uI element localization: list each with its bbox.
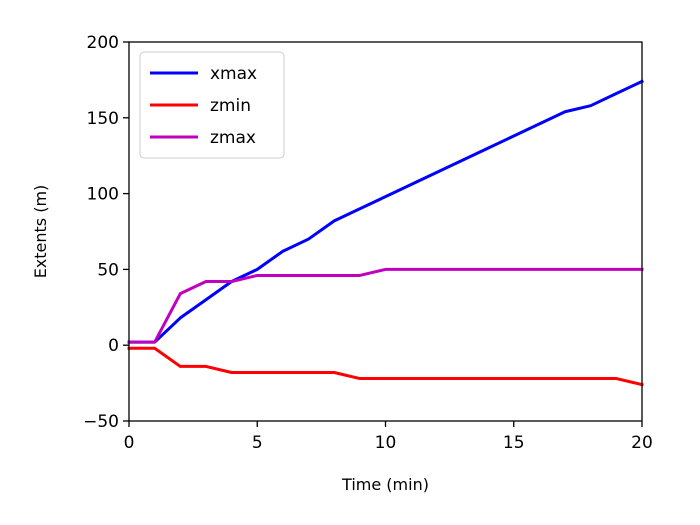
y-tick-label: 200 <box>87 33 119 53</box>
legend-label-zmin: zmin <box>210 96 251 116</box>
y-tick-label: 50 <box>97 260 119 280</box>
legend-box <box>139 51 285 159</box>
legend-entry-xmax: xmax <box>150 64 257 84</box>
x-tick-label: 0 <box>124 433 135 453</box>
series-line-zmax <box>127 267 644 344</box>
legend-entry-zmax: zmax <box>150 128 256 148</box>
y-tick-label: 100 <box>87 185 119 205</box>
x-tick-label: 20 <box>631 433 653 453</box>
x-tick-label: 10 <box>375 433 397 453</box>
y-axis-label: Extents (m) <box>31 185 50 279</box>
legend: xmax zmin zmax <box>139 51 285 159</box>
series-line-xmax <box>127 79 644 344</box>
x-tick-label: 15 <box>503 433 525 453</box>
x-axis-label: Time (min) <box>341 475 429 494</box>
y-tick-label: 150 <box>87 109 119 129</box>
x-tick-label: 5 <box>252 433 263 453</box>
series-line-zmin <box>127 346 644 387</box>
legend-label-zmax: zmax <box>210 128 256 148</box>
y-tick-label: 0 <box>108 336 119 356</box>
legend-label-xmax: xmax <box>210 64 257 84</box>
legend-entry-zmin: zmin <box>150 96 251 116</box>
series-layer <box>127 79 644 387</box>
y-tick-label: −50 <box>83 412 119 432</box>
